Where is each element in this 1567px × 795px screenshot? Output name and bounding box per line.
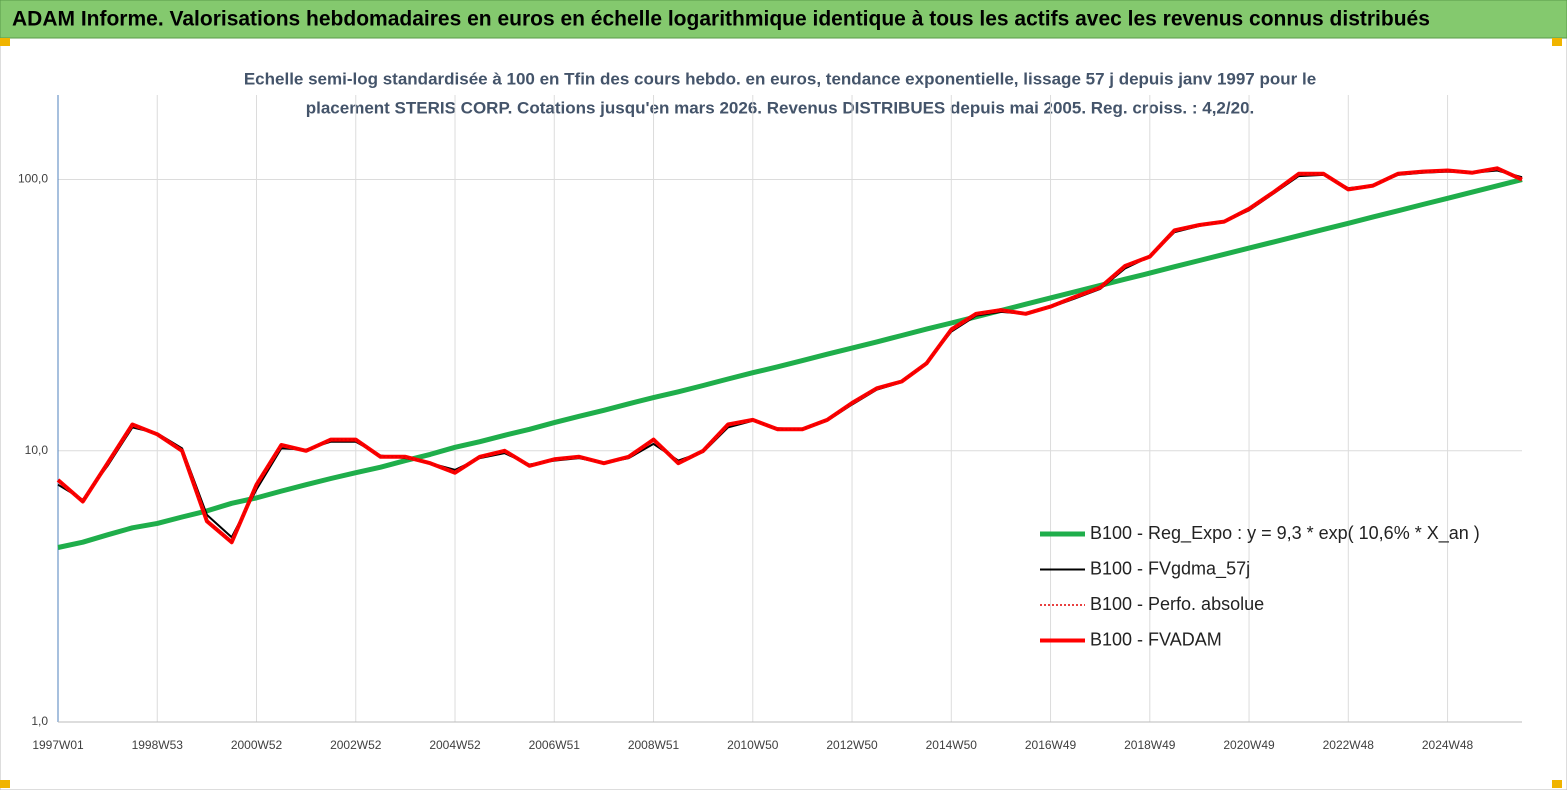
x-tick-label: 2002W52 bbox=[330, 738, 382, 752]
x-tick-label: 2000W52 bbox=[231, 738, 283, 752]
header-bar bbox=[0, 0, 1567, 39]
x-tick-label: 2016W49 bbox=[1025, 738, 1077, 752]
corner bbox=[0, 780, 10, 788]
header-title: ADAM Informe. Valorisations hebdomadaire… bbox=[12, 8, 1430, 31]
legend-label: B100 - Perfo. absolue bbox=[1090, 594, 1264, 614]
x-tick-label: 2004W52 bbox=[429, 738, 481, 752]
legend-label: B100 - Reg_Expo : y = 9,3 * exp( 10,6% *… bbox=[1090, 523, 1480, 544]
y-tick-label: 100,0 bbox=[18, 172, 48, 186]
x-tick-label: 1997W01 bbox=[32, 738, 84, 752]
x-tick-label: 2006W51 bbox=[529, 738, 581, 752]
legend-label: B100 - FVADAM bbox=[1090, 629, 1222, 649]
series-line bbox=[57, 167, 1523, 543]
x-tick-label: 2012W50 bbox=[826, 738, 878, 752]
x-tick-label: 2024W48 bbox=[1422, 738, 1474, 752]
y-tick-label: 1,0 bbox=[31, 714, 48, 728]
x-tick-label: 1998W53 bbox=[132, 738, 184, 752]
legend-label: B100 - FVgdma_57j bbox=[1090, 558, 1250, 579]
x-tick-label: 2010W50 bbox=[727, 738, 779, 752]
series-line bbox=[57, 177, 1523, 550]
x-tick-label: 2008W51 bbox=[628, 738, 680, 752]
corner bbox=[1552, 38, 1562, 46]
corner bbox=[1552, 780, 1562, 788]
chart-title: Echelle semi-log standardisée à 100 en T… bbox=[244, 69, 1316, 88]
x-tick-label: 2020W49 bbox=[1223, 738, 1275, 752]
x-tick-label: 2018W49 bbox=[1124, 738, 1176, 752]
y-tick-label: 10,0 bbox=[25, 443, 49, 457]
corner bbox=[0, 38, 10, 46]
x-tick-label: 2022W48 bbox=[1323, 738, 1375, 752]
x-tick-label: 2014W50 bbox=[926, 738, 978, 752]
chart-title: placement STERIS CORP. Cotations jusqu'e… bbox=[306, 98, 1255, 117]
